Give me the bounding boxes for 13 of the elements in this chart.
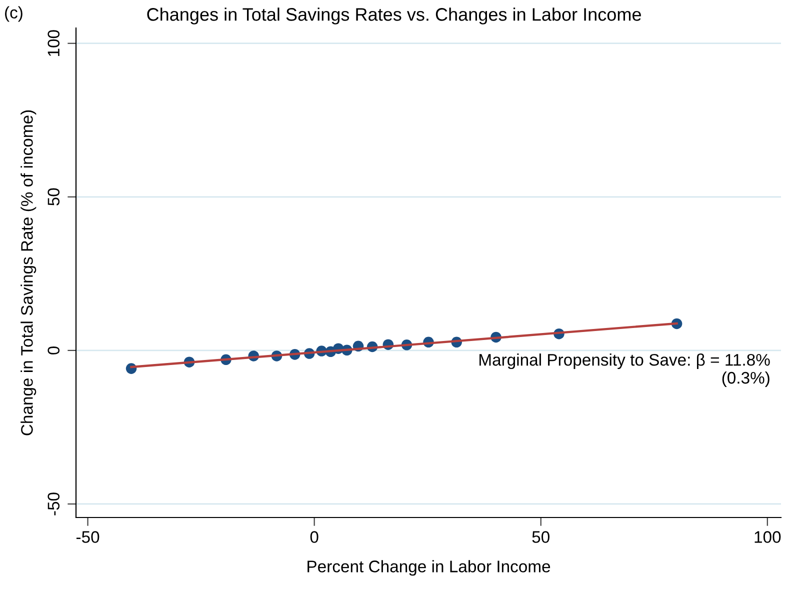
- x-tick-label: 0: [310, 531, 318, 543]
- y-axis-title: Change in Total Savings Rate (% of income): [20, 110, 36, 436]
- annotation: Marginal Propensity to Save: β = 11.8% (0.3%): [480, 354, 770, 387]
- chart-title: Changes in Total Savings Rates vs. Changes in Labor Income: [147, 8, 641, 24]
- y-tick-label: 100: [48, 30, 60, 56]
- y-tick-label: 50: [48, 188, 60, 206]
- y-tick-label: -50: [48, 492, 60, 516]
- text: (c): [5, 6, 22, 22]
- x-tick-label: 100: [754, 531, 781, 543]
- x-tick-label: 50: [532, 531, 550, 543]
- y-tick-label: 0: [48, 346, 60, 354]
- x-axis-title: Percent Change in Labor Income: [308, 560, 550, 576]
- x-tick-label: -50: [76, 531, 100, 543]
